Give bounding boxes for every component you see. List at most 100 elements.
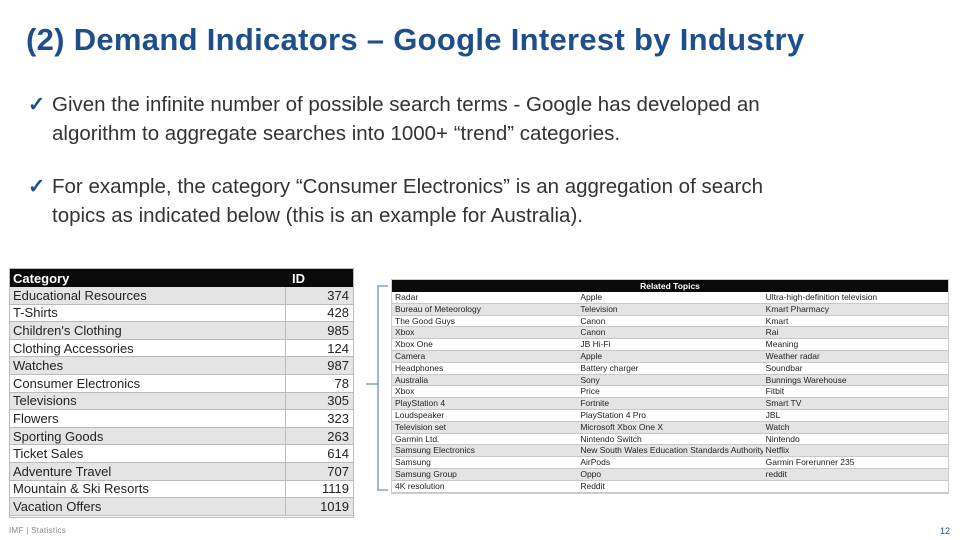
category-id: 987: [327, 358, 349, 374]
bullet-1-line-2: algorithm to aggregate searches into 100…: [52, 122, 621, 145]
table-row: Consumer Electronics 78: [10, 374, 353, 393]
table-row: Clothing Accessories 124: [10, 339, 353, 358]
table-row: Mountain & Ski Resorts 1119: [10, 480, 353, 499]
table-row: Xbox Canon Rai: [392, 327, 948, 340]
category-id: 263: [327, 428, 349, 444]
related-topic-cell: Bureau of Meteorology: [395, 303, 481, 314]
related-topic-cell: Camera: [395, 350, 426, 361]
category-name: Educational Resources: [10, 287, 286, 304]
table-row: Loudspeaker PlayStation 4 Pro JBL: [392, 410, 948, 422]
footer-source: IMF | Statistics: [9, 526, 67, 535]
bullet-1-line-1: Given the infinite number of possible se…: [52, 93, 760, 116]
category-name: Watches: [10, 357, 286, 374]
related-topic-cell: Reddit: [580, 480, 605, 491]
related-topic-cell: Television: [580, 303, 618, 314]
related-topic-cell: Garmin Forerunner 235: [765, 457, 855, 468]
related-topic-cell: Australia: [395, 374, 429, 385]
table-row: Garmin Ltd. Nintendo Switch Nintendo: [392, 434, 948, 446]
related-topic-cell: Canon: [580, 315, 606, 326]
related-topic-cell: Samsung Electronics: [395, 445, 475, 456]
category-name: Consumer Electronics: [10, 374, 286, 392]
category-id: 1019: [320, 498, 349, 514]
related-topic-cell: Xbox: [395, 386, 415, 397]
table-row: T-Shirts 428: [10, 304, 353, 323]
table-row: PlayStation 4 Fortnite Smart TV: [392, 398, 948, 410]
related-topic-cell: Ultra-high-definition television: [765, 292, 878, 302]
related-topic-cell: Soundbar: [765, 362, 803, 373]
related-topic-cell: Apple: [580, 350, 603, 361]
bracket-connector: [366, 285, 388, 491]
related-topic-cell: AirPods: [580, 457, 611, 468]
table-row: Flowers 323: [10, 410, 353, 428]
related-topic-cell: JB Hi-Fi: [580, 339, 611, 350]
related-topic-cell: Watch: [765, 421, 790, 432]
related-topic-cell: Price: [580, 386, 600, 397]
related-topic-cell: Apple: [580, 292, 603, 302]
related-topic-cell: Meaning: [765, 339, 799, 350]
table-row: Headphones Battery charger Soundbar: [392, 363, 948, 375]
table-row: Radar Apple Ultra-high-definition televisi…: [392, 292, 948, 304]
related-topic-cell: Rai: [765, 327, 779, 338]
table-row: The Good Guys Canon Kmart: [392, 316, 948, 328]
category-name: Adventure Travel: [10, 462, 286, 480]
table-row: Educational Resources 374: [10, 287, 353, 305]
category-name: Mountain & Ski Resorts: [10, 480, 286, 498]
table-row: Bureau of Meteorology Television Kmart Pha…: [392, 303, 948, 316]
page-title: (2) Demand Indicators – Google Interest …: [26, 22, 805, 57]
category-table-header: Category ID: [10, 269, 353, 287]
category-table-body: Educational Resources 374 T-Shirts 428 Child…: [10, 287, 353, 516]
related-topic-cell: Netflix: [765, 445, 790, 456]
related-topic-cell: Radar: [395, 292, 419, 302]
related-topic-cell: Nintendo Switch: [580, 433, 642, 444]
category-table: Category ID Educational Resources 374 T-Sh…: [9, 268, 354, 518]
related-topic-cell: Fitbit: [765, 386, 785, 397]
table-row: Samsung AirPods Garmin Forerunner 235: [392, 457, 948, 469]
table-row: Ticket Sales 614: [10, 445, 353, 463]
table-row: Televisions 305: [10, 392, 353, 411]
category-id: 1119: [322, 481, 349, 497]
category-name: Vacation Offers: [10, 498, 286, 515]
related-topic-cell: PlayStation 4 Pro: [580, 409, 647, 420]
category-name: T-Shirts: [10, 304, 286, 322]
related-topic-cell: JBL: [765, 409, 781, 420]
category-name: Children's Clothing: [10, 322, 286, 339]
related-topics-body: Radar Apple Ultra-high-definition televisi…: [392, 292, 948, 493]
related-topic-cell: reddit: [765, 468, 787, 479]
related-topics-header: Related Topics: [392, 280, 948, 292]
category-id: 374: [327, 287, 349, 303]
category-id: 78: [334, 375, 349, 391]
table-row: Vacation Offers 1019: [10, 498, 353, 516]
related-topic-cell: Weather radar: [765, 350, 820, 361]
related-topic-cell: Microsoft Xbox One X: [580, 421, 663, 432]
related-topic-cell: Sony: [580, 374, 600, 385]
related-topic-cell: Kmart: [765, 315, 789, 326]
id-header: ID: [292, 270, 305, 286]
related-topic-cell: Battery charger: [580, 362, 639, 373]
bullet-2-line-2: topics as indicated below (this is an ex…: [52, 204, 583, 227]
page-number: 12: [939, 526, 950, 536]
related-topic-cell: Xbox One: [395, 339, 433, 350]
category-name: Televisions: [10, 392, 286, 410]
category-id: 305: [327, 393, 349, 409]
related-topic-cell: The Good Guys: [395, 315, 456, 326]
related-topic-cell: Samsung Group: [395, 468, 457, 479]
category-name: Sporting Goods: [10, 427, 286, 445]
table-row: Samsung Electronics New South Wales Educa…: [392, 445, 948, 458]
category-id: 985: [327, 322, 349, 338]
checkmark-icon: ✓: [28, 93, 46, 116]
related-topic-cell: Xbox: [395, 327, 415, 338]
table-row: Children's Clothing 985: [10, 322, 353, 340]
related-topic-cell: Kmart Pharmacy: [765, 303, 829, 314]
related-topics-table: Related Topics Radar Apple Ultra-high-defi…: [391, 279, 949, 494]
related-topic-cell: Fortnite: [580, 398, 610, 409]
table-row: Xbox One JB Hi-Fi Meaning: [392, 339, 948, 351]
bullet-1: ✓ Given the infinite number of possible …: [28, 90, 912, 148]
related-topic-cell: 4K resolution: [395, 480, 445, 491]
related-topic-cell: New South Wales Education Standards Auth…: [580, 445, 763, 456]
related-topic-cell: [763, 481, 948, 492]
table-row: Television set Microsoft Xbox One X Watch: [392, 421, 948, 434]
related-topic-cell: Smart TV: [765, 398, 802, 409]
category-name: Ticket Sales: [10, 445, 286, 462]
related-topic-cell: Samsung: [395, 457, 431, 468]
table-row: Australia Sony Bunnings Warehouse: [392, 374, 948, 387]
